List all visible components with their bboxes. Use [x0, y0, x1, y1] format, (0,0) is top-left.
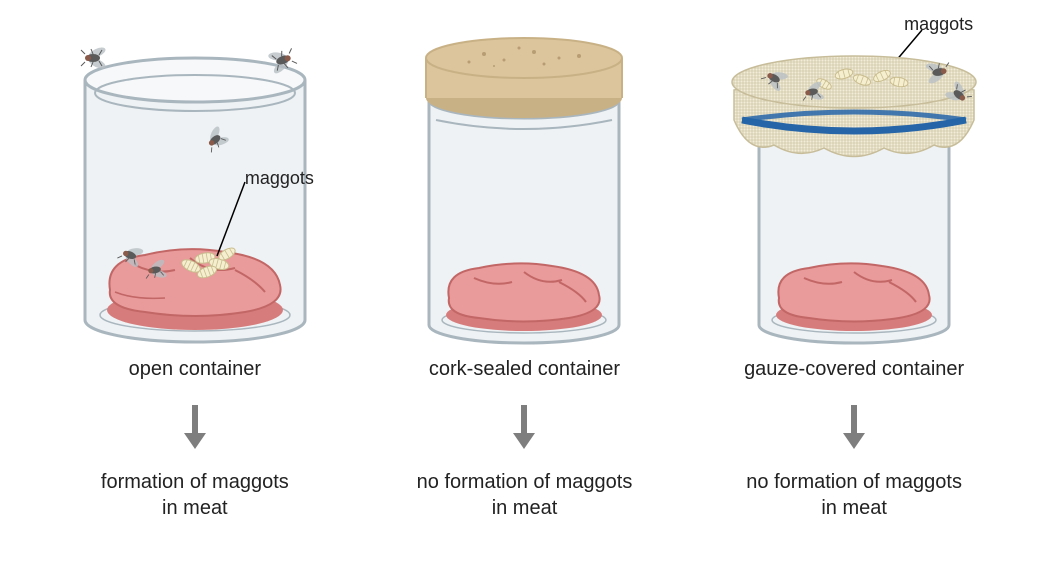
result-line2: in meat: [162, 497, 228, 519]
result-line1: formation of maggots: [101, 471, 289, 493]
jar-area-cork: [374, 20, 674, 350]
arrow-down-icon: [509, 403, 539, 451]
result-gauze: no formation of maggots in meat: [746, 469, 962, 521]
jar-area-gauze: maggots: [704, 20, 1004, 350]
meat-cork: [446, 263, 602, 331]
result-cork: no formation of maggots in meat: [417, 469, 633, 521]
maggots-callout-2: maggots: [904, 14, 973, 35]
maggots-callout-1: maggots: [245, 168, 314, 189]
result-line2: in meat: [821, 497, 887, 519]
result-line1: no formation of maggots: [417, 471, 633, 493]
caption-open: open container: [129, 358, 261, 381]
panel-gauze: maggots: [694, 20, 1014, 521]
caption-cork: cork-sealed container: [429, 358, 620, 381]
gauze-jar-illustration: [704, 20, 1004, 350]
cork-jar-illustration: [374, 20, 674, 350]
jar-area-open: maggots: [45, 20, 345, 350]
result-line2: in meat: [492, 497, 558, 519]
panel-cork: cork-sealed container no formation of ma…: [364, 20, 684, 521]
result-open: formation of maggots in meat: [101, 469, 289, 521]
arrow-down-icon: [180, 403, 210, 451]
cork-icon: [426, 38, 622, 118]
caption-gauze: gauze-covered container: [744, 358, 964, 381]
result-line1: no formation of maggots: [746, 471, 962, 493]
fly-icon: [81, 45, 107, 70]
meat-gauze: [776, 263, 932, 331]
arrow-down-icon: [839, 403, 869, 451]
panel-open: maggots: [35, 20, 355, 521]
